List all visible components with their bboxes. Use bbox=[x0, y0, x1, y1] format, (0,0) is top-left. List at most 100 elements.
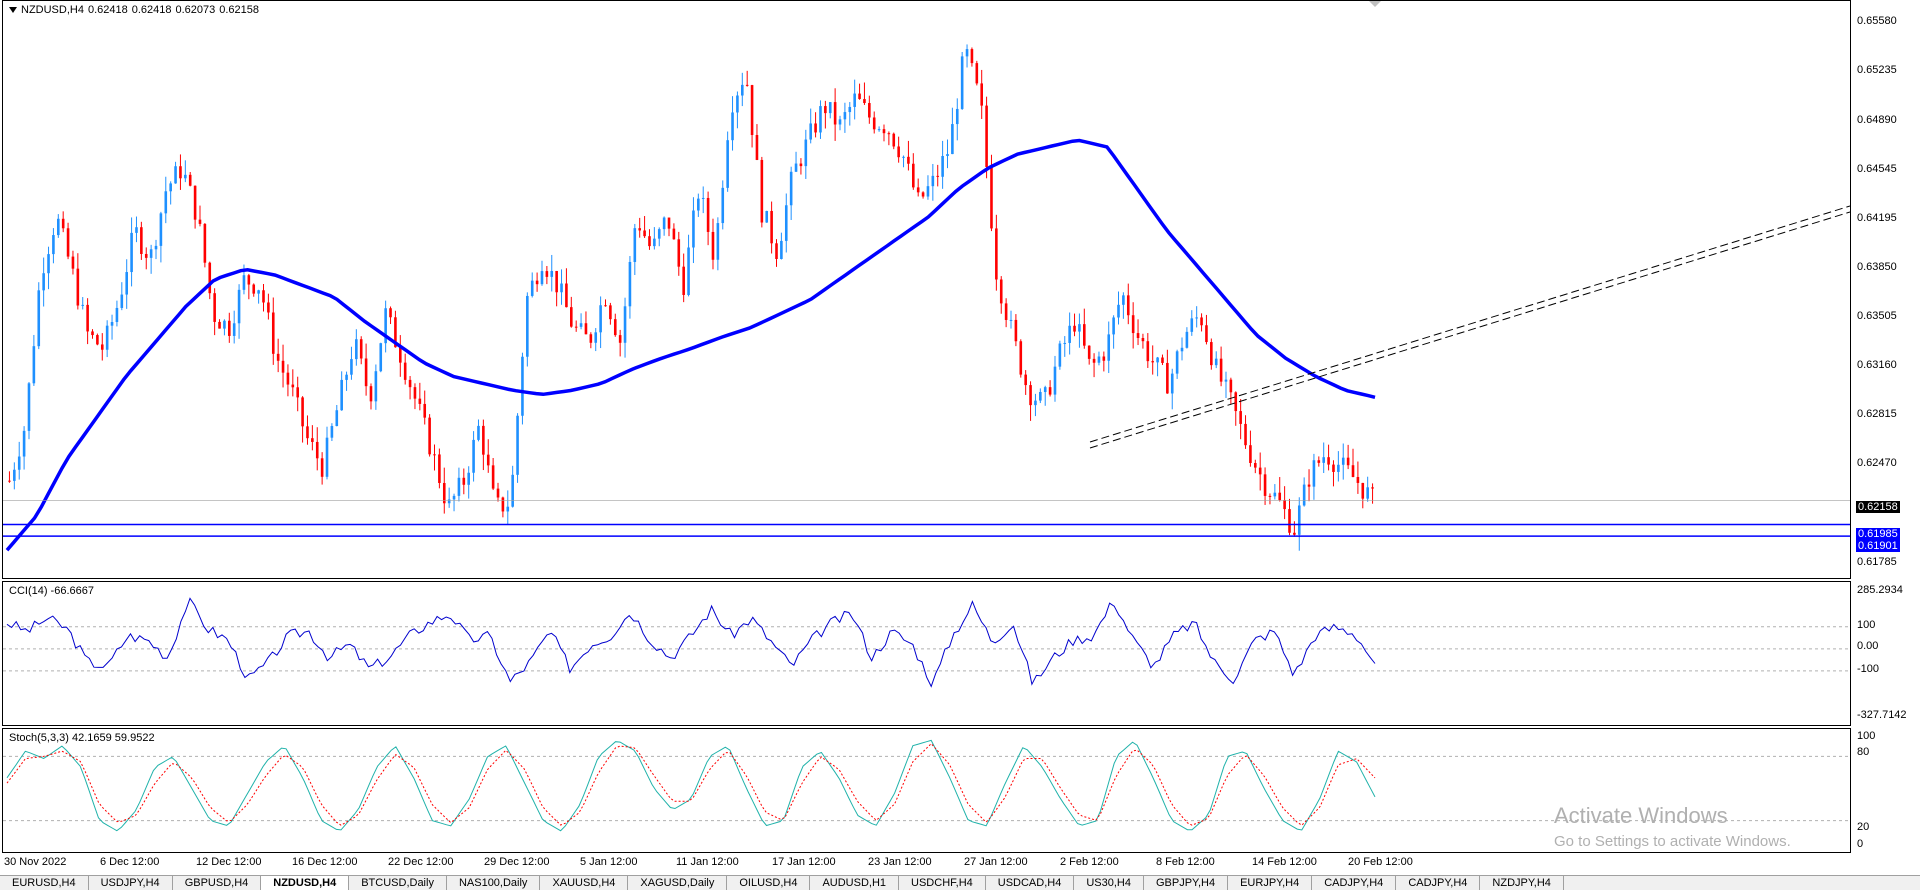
candle-body bbox=[482, 425, 485, 455]
candle-body bbox=[824, 106, 827, 114]
candle-body bbox=[843, 112, 847, 120]
candle-body bbox=[247, 275, 251, 285]
chart-tab[interactable]: EURUSD,H4 bbox=[0, 876, 89, 890]
candle-body bbox=[110, 322, 114, 326]
chart-tab[interactable]: NAS100,Daily bbox=[447, 876, 541, 890]
cci-chart[interactable] bbox=[3, 582, 1850, 725]
candle-body bbox=[907, 156, 910, 164]
candle-body bbox=[872, 117, 876, 130]
stoch-signal-line bbox=[6, 742, 1376, 826]
candle-body bbox=[1229, 379, 1233, 393]
candle-body bbox=[8, 480, 11, 482]
candle-body bbox=[281, 360, 285, 373]
candle-body bbox=[1371, 487, 1374, 489]
candle-body bbox=[22, 430, 26, 457]
candle-body bbox=[125, 272, 128, 295]
chart-tab[interactable]: EURJPY,H4 bbox=[1228, 876, 1313, 890]
candle-body bbox=[403, 362, 407, 380]
chart-tab[interactable]: XAGUSD,Daily bbox=[628, 876, 728, 890]
candle-body bbox=[1268, 495, 1272, 497]
candle-body bbox=[1317, 460, 1321, 463]
candle-body bbox=[672, 228, 676, 240]
chart-tab[interactable]: NZDUSD,H4 bbox=[261, 876, 350, 890]
candle-body bbox=[863, 99, 866, 104]
chart-tab[interactable]: NZDJPY,H4 bbox=[1480, 876, 1564, 890]
candle-body bbox=[1185, 331, 1189, 348]
candle-body bbox=[1332, 464, 1335, 472]
cci-pane[interactable]: CCI(14) -66.6667 bbox=[2, 581, 1851, 726]
time-label: 2 Feb 12:00 bbox=[1060, 856, 1119, 868]
price-chart-pane[interactable]: NZDUSD,H4 0.62418 0.62418 0.62073 0.62158 bbox=[2, 0, 1851, 579]
candle-body bbox=[653, 238, 656, 247]
candle-body bbox=[57, 218, 60, 236]
chart-tab[interactable]: USDJPY,H4 bbox=[89, 876, 173, 890]
stochastic-chart[interactable] bbox=[3, 729, 1850, 852]
chart-tab[interactable]: US30,H4 bbox=[1074, 876, 1144, 890]
candle-body bbox=[1234, 392, 1238, 412]
chart-tab[interactable]: GBPUSD,H4 bbox=[173, 876, 262, 890]
candle-body bbox=[389, 308, 392, 318]
cci-level: 100 bbox=[1857, 619, 1876, 631]
chart-tab[interactable]: CADJPY,H4 bbox=[1312, 876, 1397, 890]
candle-body bbox=[662, 217, 666, 230]
candle-body bbox=[418, 398, 422, 404]
candle-body bbox=[149, 249, 153, 258]
candle-body bbox=[799, 163, 803, 167]
ohlc-low: 0.62073 bbox=[175, 4, 216, 16]
candle-body bbox=[1058, 343, 1062, 367]
chart-tab[interactable]: AUDUSD,H1 bbox=[810, 876, 900, 890]
candle-body bbox=[1180, 347, 1184, 352]
candle-body bbox=[623, 306, 627, 343]
chart-tab[interactable]: XAUUSD,H4 bbox=[540, 876, 629, 890]
chart-tab[interactable]: CADJPY,H4 bbox=[1396, 876, 1481, 890]
candle-body bbox=[32, 346, 36, 384]
chart-tab[interactable]: GBPJPY,H4 bbox=[1144, 876, 1229, 890]
price-tick: 0.64890 bbox=[1857, 114, 1897, 126]
chart-tab[interactable]: USDCAD,H4 bbox=[986, 876, 1075, 890]
candle-body bbox=[501, 497, 505, 512]
candle-body bbox=[1190, 318, 1194, 332]
candle-body bbox=[1117, 304, 1120, 318]
candle-body bbox=[1034, 400, 1037, 406]
chart-tab[interactable]: OILUSD,H4 bbox=[727, 876, 811, 890]
chart-tab-strip: EURUSD,H4 USDJPY,H4 GBPUSD,H4 NZDUSD,H4 BTCU… bbox=[0, 875, 1920, 890]
candle-body bbox=[96, 335, 99, 345]
cci-level: 0.00 bbox=[1857, 640, 1879, 652]
chart-shift-marker-icon[interactable] bbox=[1369, 1, 1381, 7]
stochastic-pane[interactable]: Stoch(5,3,3) 42.1659 59.9522 bbox=[2, 728, 1851, 853]
candle-body bbox=[1283, 500, 1286, 510]
candle-body bbox=[491, 465, 495, 489]
time-label: 22 Dec 12:00 bbox=[388, 856, 454, 868]
chart-tab[interactable]: BTCUSD,Daily bbox=[349, 876, 447, 890]
candle-body bbox=[169, 183, 172, 192]
candle-body bbox=[1126, 295, 1130, 316]
candle-body bbox=[589, 334, 593, 343]
time-label: 11 Jan 12:00 bbox=[676, 856, 739, 868]
candle-body bbox=[462, 477, 466, 485]
candle-body bbox=[428, 417, 431, 455]
candlestick-chart[interactable] bbox=[3, 1, 1850, 578]
candle-body bbox=[721, 187, 725, 224]
chart-tab[interactable]: USDCHF,H4 bbox=[899, 876, 986, 890]
candle-body bbox=[1073, 325, 1076, 332]
moving-average-line bbox=[5, 138, 1376, 552]
candle-body bbox=[1131, 315, 1135, 334]
candle-body bbox=[912, 163, 915, 188]
candle-body bbox=[1341, 457, 1345, 465]
candle-body bbox=[604, 305, 607, 307]
candle-body bbox=[506, 506, 510, 512]
candle-body bbox=[438, 454, 441, 483]
candle-body bbox=[105, 325, 109, 350]
candle-body bbox=[198, 219, 202, 224]
candle-body bbox=[882, 129, 886, 134]
candle-body bbox=[1004, 303, 1008, 320]
candle-body bbox=[677, 239, 681, 267]
candle-body bbox=[1239, 411, 1242, 424]
time-label: 8 Feb 12:00 bbox=[1156, 856, 1215, 868]
candle-body bbox=[208, 262, 212, 294]
candle-body bbox=[1141, 337, 1145, 342]
candle-body bbox=[1337, 464, 1340, 472]
candle-body bbox=[1366, 487, 1369, 499]
candle-body bbox=[486, 454, 490, 466]
candle-body bbox=[1356, 477, 1360, 483]
